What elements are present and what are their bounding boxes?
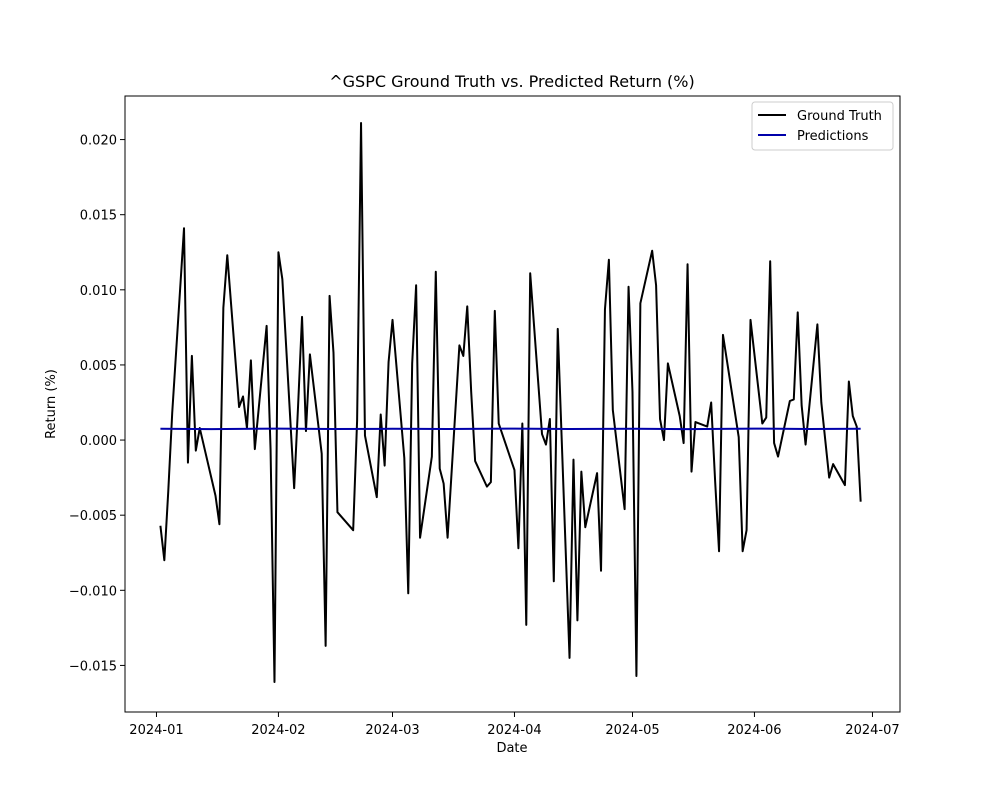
series-line-ground-truth bbox=[159, 122, 862, 683]
x-tick-label: 2024-03 bbox=[365, 723, 419, 738]
plot-frame bbox=[124, 95, 901, 713]
plot-lines bbox=[159, 122, 862, 683]
chart-title: ^GSPC Ground Truth vs. Predicted Return … bbox=[329, 72, 694, 91]
y-axis: −0.015 −0.010 −0.005 0.000 0.005 0.010 0.015 0.… bbox=[69, 134, 125, 674]
y-tick-label: 0.005 bbox=[80, 359, 117, 374]
x-tick-label: 2024-05 bbox=[605, 723, 659, 738]
x-tick-label: 2024-02 bbox=[251, 723, 305, 738]
legend-box bbox=[751, 101, 894, 151]
x-axis-label: Date bbox=[496, 741, 527, 756]
y-tick-label: −0.005 bbox=[69, 509, 117, 524]
x-tick-label: 2024-01 bbox=[129, 723, 183, 738]
y-tick-label: 0.020 bbox=[80, 134, 117, 149]
y-tick-label: 0.010 bbox=[80, 284, 117, 299]
x-tick-label: 2024-06 bbox=[727, 723, 781, 738]
legend-label-predictions: Predictions bbox=[797, 129, 869, 144]
y-tick-label: −0.010 bbox=[69, 584, 117, 599]
legend: Ground Truth Predictions bbox=[751, 101, 894, 151]
x-axis: 2024-01 2024-02 2024-03 2024-04 2024-05 2024-… bbox=[129, 712, 900, 738]
y-tick-label: −0.015 bbox=[69, 659, 117, 674]
y-tick-label: 0.000 bbox=[80, 434, 117, 449]
legend-label-ground-truth: Ground Truth bbox=[797, 109, 882, 124]
y-axis-label: Return (%) bbox=[44, 369, 59, 439]
x-tick-label: 2024-07 bbox=[845, 723, 899, 738]
x-tick-label: 2024-04 bbox=[487, 723, 541, 738]
y-tick-label: 0.015 bbox=[80, 209, 117, 224]
